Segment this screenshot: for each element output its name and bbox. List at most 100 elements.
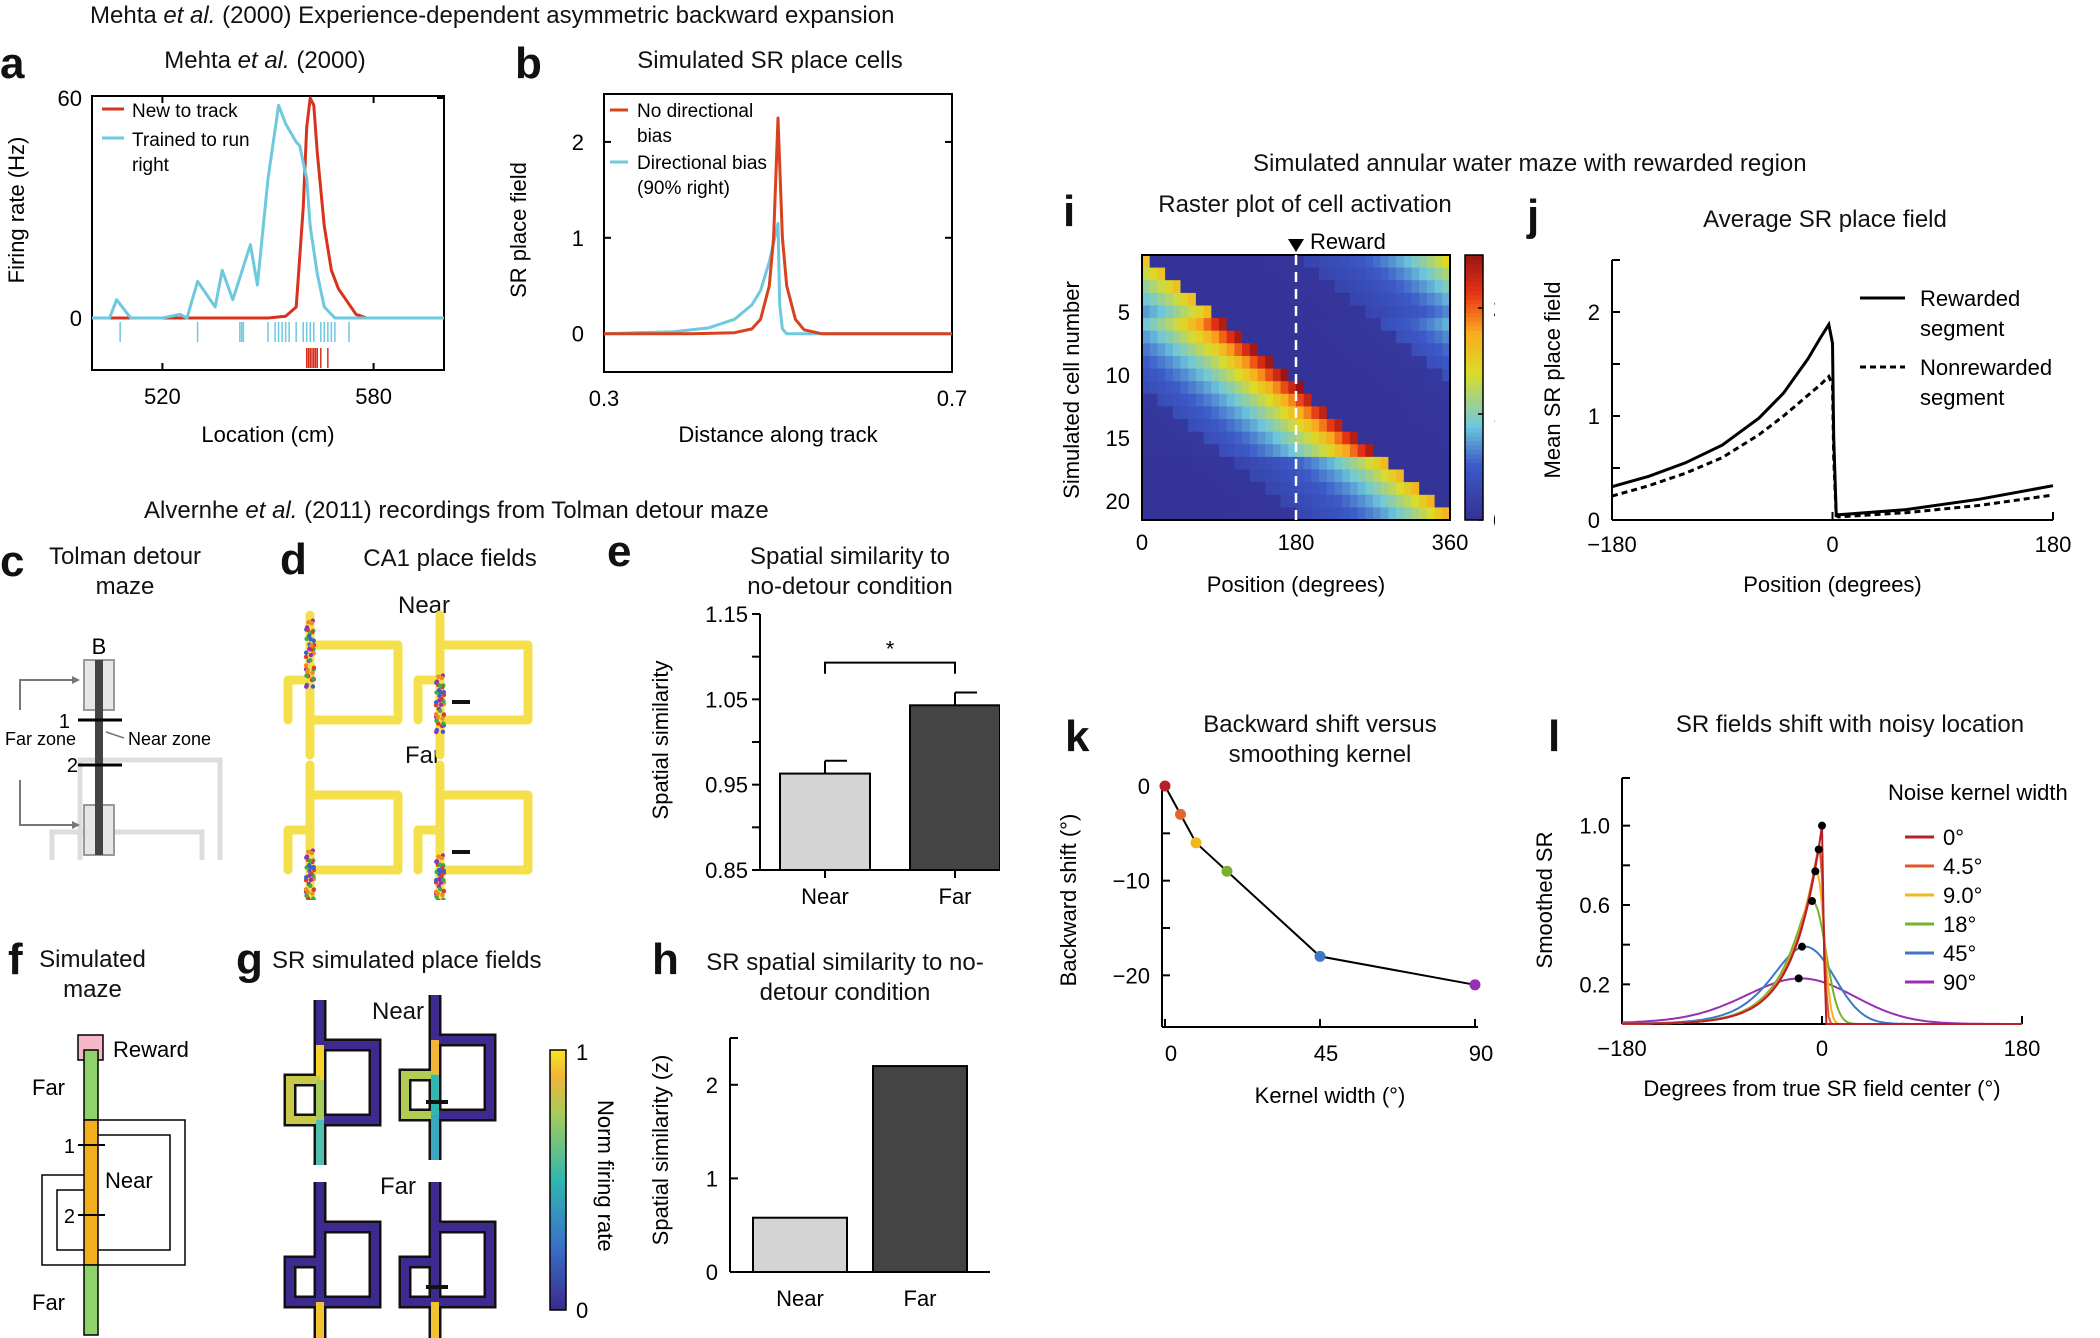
spike-dot xyxy=(310,684,316,689)
heatmap-cell xyxy=(1411,507,1420,521)
heatmap-cell xyxy=(1180,356,1189,370)
spike-dot xyxy=(440,892,445,898)
heatmap-cell xyxy=(1280,318,1289,332)
heatmap-cell xyxy=(1357,406,1366,420)
heatmap-cell xyxy=(1280,456,1289,471)
spike-dot xyxy=(436,688,442,693)
heatmap-cell xyxy=(1219,456,1228,471)
heatmap-cell xyxy=(1380,469,1389,483)
heatmap-cell xyxy=(1172,305,1182,319)
heatmap-cell xyxy=(1242,406,1251,420)
heatmap-cell xyxy=(1357,267,1366,281)
spike-dot xyxy=(440,729,446,735)
heatmap-cell xyxy=(1203,330,1212,344)
heatmap-cell xyxy=(1403,406,1413,420)
heatmap-cell xyxy=(1219,419,1228,433)
heatmap-cell xyxy=(1172,469,1182,483)
heatmap-cell xyxy=(1149,255,1158,269)
heatmap-cell xyxy=(1319,456,1328,471)
spike-dot xyxy=(435,891,440,896)
heatmap-cell xyxy=(1149,431,1158,445)
heatmap-cell xyxy=(1357,494,1366,508)
heatmap-cell xyxy=(1442,292,1451,307)
spike-dot xyxy=(303,663,309,668)
colorbar-segment xyxy=(1465,387,1483,393)
heatmap-cell xyxy=(1180,280,1189,294)
heatmap-cell xyxy=(1257,456,1266,471)
heatmap-cell xyxy=(1188,469,1197,483)
heatmap-cell xyxy=(1149,507,1158,521)
heatmap-cell xyxy=(1357,507,1366,521)
far-segment-bottom xyxy=(83,1264,99,1336)
legend-label: 4.5° xyxy=(1943,854,1982,879)
heatmap-cell xyxy=(1249,381,1259,395)
heatmap-cell xyxy=(1326,356,1336,370)
heatmap-cell xyxy=(1195,356,1205,370)
colorbar-segment xyxy=(1465,405,1483,411)
heatmap-cell xyxy=(1265,292,1274,307)
section-title-mehta: Mehta et al. (2000) Experience-dependent… xyxy=(90,2,894,30)
heatmap-cell xyxy=(1403,267,1413,281)
heatmap-cell xyxy=(1334,456,1343,471)
heatmap-cell xyxy=(1380,305,1389,319)
heatmap-cell xyxy=(1211,381,1220,395)
heatmap-cell xyxy=(1380,482,1389,496)
heatmap-cell xyxy=(1342,393,1351,407)
heatmap-cell xyxy=(1211,267,1220,281)
heatmap-cell xyxy=(1311,356,1320,370)
y-axis-label: Firing rate (Hz) xyxy=(4,137,29,284)
heatmap-cell xyxy=(1272,482,1282,496)
panel-title-italic: et al. xyxy=(237,47,290,74)
heatmap-cell xyxy=(1419,267,1428,281)
heatmap-cell xyxy=(1419,393,1428,407)
heatmap-cell xyxy=(1219,255,1228,269)
legend-label-nonrewarded: Nonrewarded xyxy=(1920,355,2052,380)
maze-left-loop xyxy=(49,829,205,860)
heatmap-cell xyxy=(1180,507,1189,521)
heatmap-cell xyxy=(1249,356,1259,370)
heatmap-cell xyxy=(1380,419,1389,433)
heatmap-cell xyxy=(1272,469,1282,483)
heatmap-cell xyxy=(1342,343,1351,357)
spike-dot xyxy=(311,676,316,681)
heatmap-cell xyxy=(1180,406,1189,420)
heatmap-cell xyxy=(1365,482,1374,496)
heatmap-cell xyxy=(1442,406,1451,420)
colorbar-segment xyxy=(1465,338,1483,344)
heatmap-cell xyxy=(1411,419,1420,433)
heatmap-cell xyxy=(1403,292,1413,307)
heatmap-cell xyxy=(1396,255,1405,269)
heatmap-cell xyxy=(1319,292,1328,307)
heatmap-cell xyxy=(1442,368,1451,382)
heatmap-cell xyxy=(1319,305,1328,319)
legend-label: 9.0° xyxy=(1943,883,1982,908)
heatmap-cell xyxy=(1403,318,1413,332)
x-axis-label: Location (cm) xyxy=(201,422,334,447)
colorbar-segment xyxy=(1465,290,1483,296)
series-line-trained xyxy=(92,103,444,320)
heatmap-cell xyxy=(1157,419,1166,433)
heatmap-cell xyxy=(1434,393,1443,407)
heatmap-cell xyxy=(1411,444,1420,458)
heatmap-cell xyxy=(1280,381,1289,395)
x-tick-label: 0 xyxy=(1165,1041,1177,1066)
heatmap-cell xyxy=(1426,456,1436,471)
heatmap-cell xyxy=(1442,343,1451,357)
heatmap-cell xyxy=(1165,330,1174,344)
heatmap-cell xyxy=(1419,292,1428,307)
heatmap-cell xyxy=(1219,343,1228,357)
heatmap-cell xyxy=(1326,343,1336,357)
heatmap-cell xyxy=(1365,356,1374,370)
heatmap-cell xyxy=(1296,393,1305,407)
heatmap-cell xyxy=(1226,368,1235,382)
heatmap-cell xyxy=(1373,393,1382,407)
place-field-map xyxy=(413,760,533,900)
heatmap-cell xyxy=(1434,267,1443,281)
heatmap-cell xyxy=(1272,431,1282,445)
heatmap-cell xyxy=(1434,507,1443,521)
heatmap-cell xyxy=(1303,444,1312,458)
barrier-2-label: 2 xyxy=(64,1206,75,1228)
heatmap-cell xyxy=(1311,393,1320,407)
spike-dot xyxy=(311,665,317,670)
heatmap-cell xyxy=(1434,343,1443,357)
